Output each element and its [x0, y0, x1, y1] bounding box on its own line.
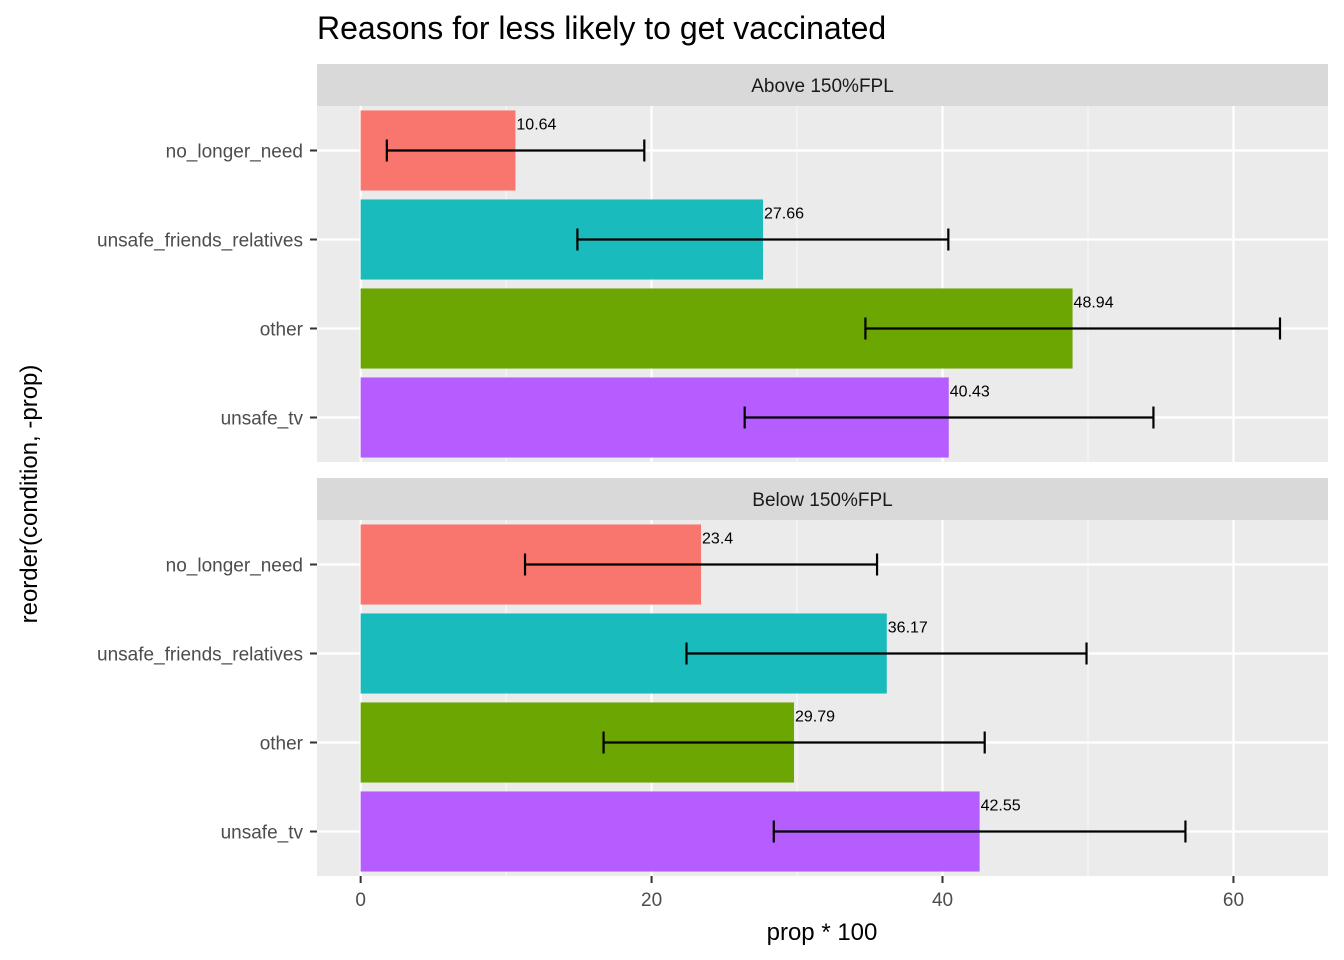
chart-title: Reasons for less likely to get vaccinate…	[317, 10, 886, 46]
y-axis-title: reorder(condition, -prop)	[16, 365, 43, 624]
bar-value-label: 27.66	[764, 205, 804, 222]
facet-panel: Above 150%FPL 10.64 27.66 48.94 40.43 no_long…	[97, 64, 1328, 462]
plot-area: Above 150%FPL 10.64 27.66 48.94 40.43 no_long…	[97, 64, 1328, 911]
error-bar	[772, 820, 1187, 843]
x-axis-title: prop * 100	[767, 919, 878, 946]
x-tick-label: 0	[355, 890, 366, 911]
y-tick-label: no_longer_need	[166, 142, 303, 163]
facet-strip-label: Above 150%FPL	[751, 76, 894, 97]
facet-strip	[317, 478, 1328, 520]
y-tick-label: other	[260, 734, 304, 755]
error-bar	[576, 228, 950, 251]
bar-value-label: 40.43	[950, 383, 990, 400]
y-tick-label: unsafe_tv	[221, 823, 304, 844]
facet-strip-label: Below 150%FPL	[752, 490, 892, 511]
bar-value-label: 42.55	[981, 797, 1021, 814]
error-bar	[385, 139, 646, 162]
error-bar	[602, 731, 986, 754]
error-bar	[743, 406, 1155, 429]
y-tick-label: other	[260, 320, 304, 341]
error-bar	[864, 317, 1282, 340]
facet-strip	[317, 64, 1328, 106]
y-tick-label: no_longer_need	[166, 556, 303, 577]
error-bar	[523, 553, 879, 576]
x-tick-label: 40	[932, 890, 953, 911]
x-tick-label: 60	[1223, 890, 1244, 911]
bar-value-label: 10.64	[516, 116, 556, 133]
x-tick-label: 20	[641, 890, 662, 911]
bar-value-label: 36.17	[888, 619, 928, 636]
bar-value-label: 29.79	[795, 708, 835, 725]
facet-panel: Below 150%FPL 23.4 36.17 29.79 42.55 no_longe…	[97, 478, 1328, 876]
y-tick-label: unsafe_friends_relatives	[97, 231, 303, 252]
y-tick-label: unsafe_friends_relatives	[97, 645, 303, 666]
error-bar	[685, 642, 1088, 665]
bar-value-label: 48.94	[1074, 294, 1114, 311]
bar-value-label: 23.4	[702, 530, 733, 547]
y-tick-label: unsafe_tv	[221, 409, 304, 430]
